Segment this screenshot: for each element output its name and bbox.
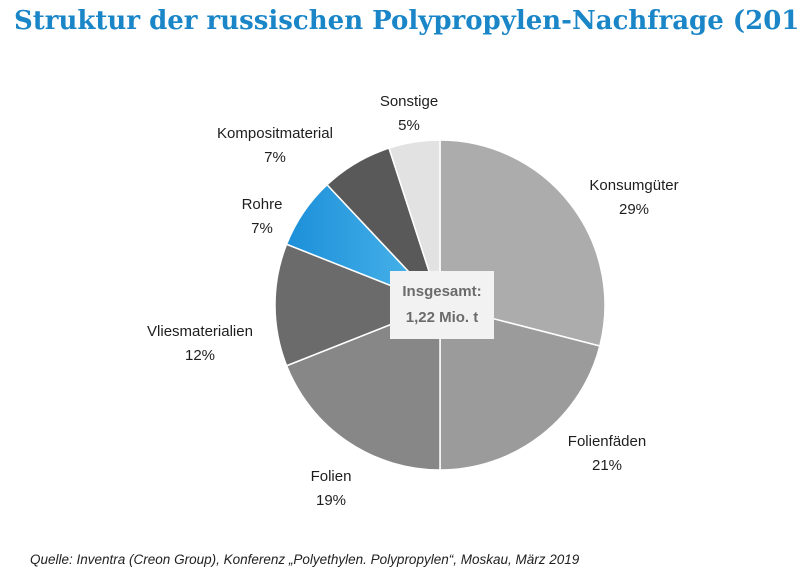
slice-label-kompositmaterial: Kompositmaterial <box>217 125 333 142</box>
slice-label-folienf-den: Folienfäden <box>568 433 646 450</box>
slice-value-folien: 19% <box>316 492 346 509</box>
pie-slice-folien <box>285 303 441 471</box>
slice-label-rohre: Rohre <box>242 196 283 213</box>
center-total-line2: 1,22 Mio. t <box>405 309 479 326</box>
slice-value-konsumg-ter: 29% <box>619 201 649 218</box>
source-note: Quelle: Inventra (Creon Group), Konferen… <box>30 552 580 567</box>
slice-label-sonstige: Sonstige <box>380 93 438 110</box>
slice-label-vliesmaterialien: Vliesmaterialien <box>147 323 253 340</box>
slice-label-folien: Folien <box>311 468 352 485</box>
center-total-line1: Insgesamt: <box>402 283 482 300</box>
slice-value-kompositmaterial: 7% <box>264 149 286 166</box>
slice-label-konsumg-ter: Konsumgüter <box>589 177 678 194</box>
slice-value-sonstige: 5% <box>398 117 420 134</box>
pie-slice-sonstige <box>388 139 441 306</box>
slice-value-rohre: 7% <box>251 220 273 237</box>
pie-slice-folienf-den <box>439 304 601 471</box>
center-total-box: Insgesamt: 1,22 Mio. t <box>390 271 494 339</box>
slice-value-folienf-den: 21% <box>592 457 622 474</box>
chart-title: Struktur der russischen Polypropylen-Nac… <box>14 6 800 36</box>
slice-value-vliesmaterialien: 12% <box>185 347 215 364</box>
pie-slice-vliesmaterialien <box>274 243 443 367</box>
